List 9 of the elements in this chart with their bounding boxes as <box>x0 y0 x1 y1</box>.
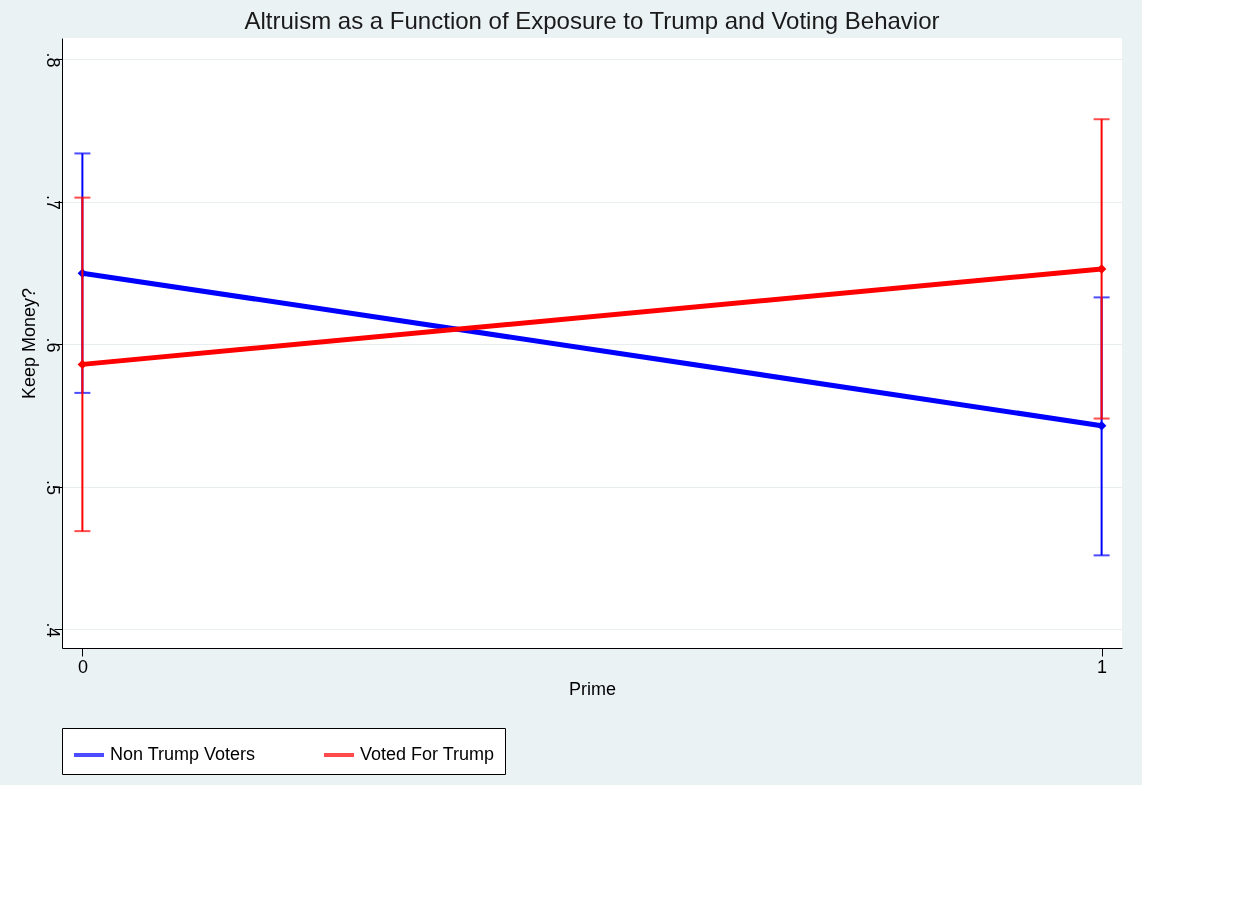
x-tick-label: 0 <box>77 656 88 677</box>
legend-label: Non Trump Voters <box>110 744 256 764</box>
y-tick-label: .4 <box>42 622 63 638</box>
y-axis-title: Keep Money? <box>18 287 39 400</box>
y-tick-label: .7 <box>42 194 63 210</box>
chart-title: Altruism as a Function of Exposure to Trump and Voting Behavior <box>244 7 940 34</box>
legend-label: Voted For Trump <box>360 744 495 764</box>
x-axis-title: Prime <box>568 678 617 699</box>
x-tick-label: 1 <box>1097 656 1108 677</box>
